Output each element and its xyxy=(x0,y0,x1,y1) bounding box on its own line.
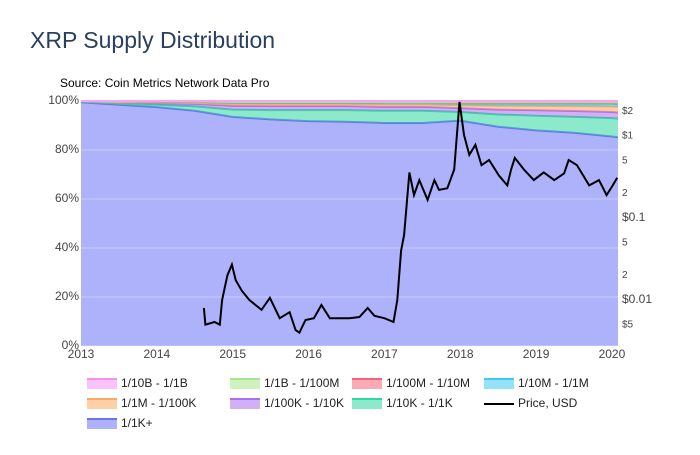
legend-swatch xyxy=(87,419,117,429)
x-tick-label: 2020 xyxy=(599,347,626,361)
x-tick-label: 2014 xyxy=(143,347,170,361)
y2-tick-label: 5 xyxy=(622,237,628,248)
legend-item[interactable]: 1/10M - 1/1M xyxy=(484,376,589,390)
legend-label: 1/100M - 1/10M xyxy=(386,376,470,390)
y2-tick-label: $5 xyxy=(622,319,634,330)
legend-label: 1/1K+ xyxy=(121,416,153,430)
legend-swatch xyxy=(484,379,514,389)
legend-swatch xyxy=(87,379,117,389)
y2-tick-label: $0.1 xyxy=(622,210,646,224)
price-line xyxy=(202,101,619,335)
x-tick-label: 2017 xyxy=(371,347,398,361)
legend-label: 1/10M - 1/1M xyxy=(518,376,589,390)
legend-label: 1/10K - 1/1K xyxy=(386,396,453,410)
y2-tick-label: 2 xyxy=(622,270,628,281)
y-tick-label: 0% xyxy=(62,338,80,352)
x-tick-label: 2018 xyxy=(447,347,474,361)
legend-swatch xyxy=(352,379,382,389)
chart-subtitle: Source: Coin Metrics Network Data Pro xyxy=(60,76,270,90)
y-tick-label: 60% xyxy=(55,191,79,205)
x-tick-label: 2015 xyxy=(219,347,246,361)
y2-tick-label: $2 xyxy=(622,106,634,117)
area-fill xyxy=(81,102,618,346)
y-tick-label: 80% xyxy=(55,142,79,156)
x-tick-label: 2013 xyxy=(68,347,95,361)
y-tick-label: 40% xyxy=(55,240,79,254)
legend-swatch xyxy=(352,399,382,409)
x-tick-label: 2016 xyxy=(295,347,322,361)
legend-swatch xyxy=(230,399,260,409)
y2-tick-label: $1 xyxy=(622,131,634,142)
legend-item[interactable]: 1/10K - 1/1K xyxy=(352,396,453,410)
legend-label: 1/100K - 1/10K xyxy=(264,396,344,410)
legend-item[interactable]: 1/1M - 1/100K xyxy=(87,396,196,410)
legend-label: 1/10B - 1/1B xyxy=(121,376,188,390)
y-tick-label: 100% xyxy=(48,93,79,107)
legend-label: 1/1B - 1/100M xyxy=(264,376,339,390)
chart-title: XRP Supply Distribution xyxy=(30,27,275,53)
legend-swatch xyxy=(87,399,117,409)
y2-tick-label: $0.01 xyxy=(622,292,652,306)
x-tick-label: 2019 xyxy=(523,347,550,361)
area-fill xyxy=(81,101,618,138)
y2-tick-label: 5 xyxy=(622,155,628,166)
legend-swatch xyxy=(230,379,260,389)
legend-item[interactable]: 1/100M - 1/10M xyxy=(352,376,470,390)
y-tick-label: 20% xyxy=(55,289,79,303)
legend-item[interactable]: 1/100K - 1/10K xyxy=(230,396,344,410)
legend-label: 1/1M - 1/100K xyxy=(121,396,196,410)
legend-item[interactable]: Price, USD xyxy=(484,396,578,410)
legend-label: Price, USD xyxy=(518,396,578,410)
y2-tick-label: 2 xyxy=(622,188,628,199)
legend-item[interactable]: 1/1B - 1/100M xyxy=(230,376,339,390)
legend-item[interactable]: 1/1K+ xyxy=(87,416,153,430)
legend-item[interactable]: 1/10B - 1/1B xyxy=(87,376,188,390)
